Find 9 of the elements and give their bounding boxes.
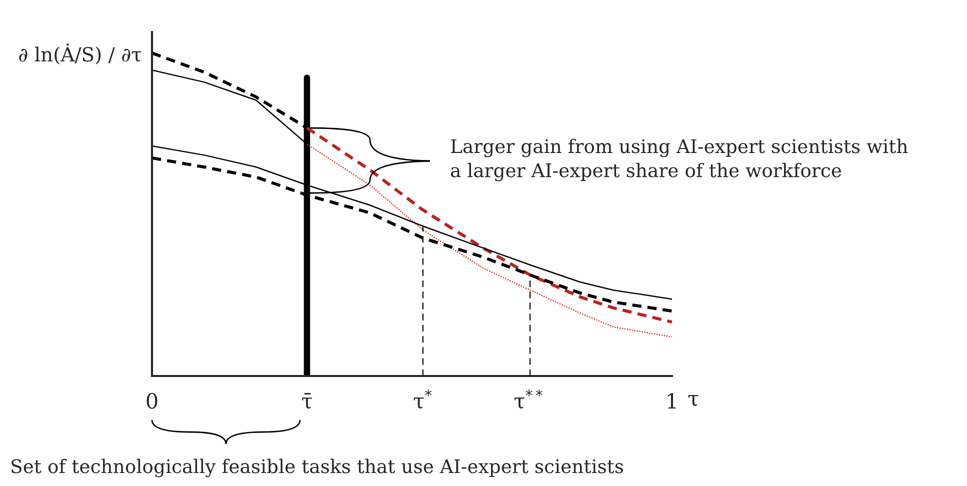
- x-tick-label: 0: [146, 393, 158, 409]
- x-tick-label: 1: [668, 393, 676, 408]
- annotation: Larger gain from using AI-expert scientists with a larger AI-expert share of the workforce: [450, 138, 908, 182]
- x-axis-title: τ: [688, 395, 698, 406]
- x-tick-label: τ$^{**}$: [514, 390, 542, 408]
- text: Set of technologically feasible tasks that use AI-expert scientists: [12, 458, 624, 478]
- x-tick-label: τ̄: [302, 392, 312, 409]
- y-axis-title: ∂ ln(Ȧ/S) / ∂τ: [19, 44, 142, 64]
- x-tick-label: τ$^{*}$: [414, 390, 432, 408]
